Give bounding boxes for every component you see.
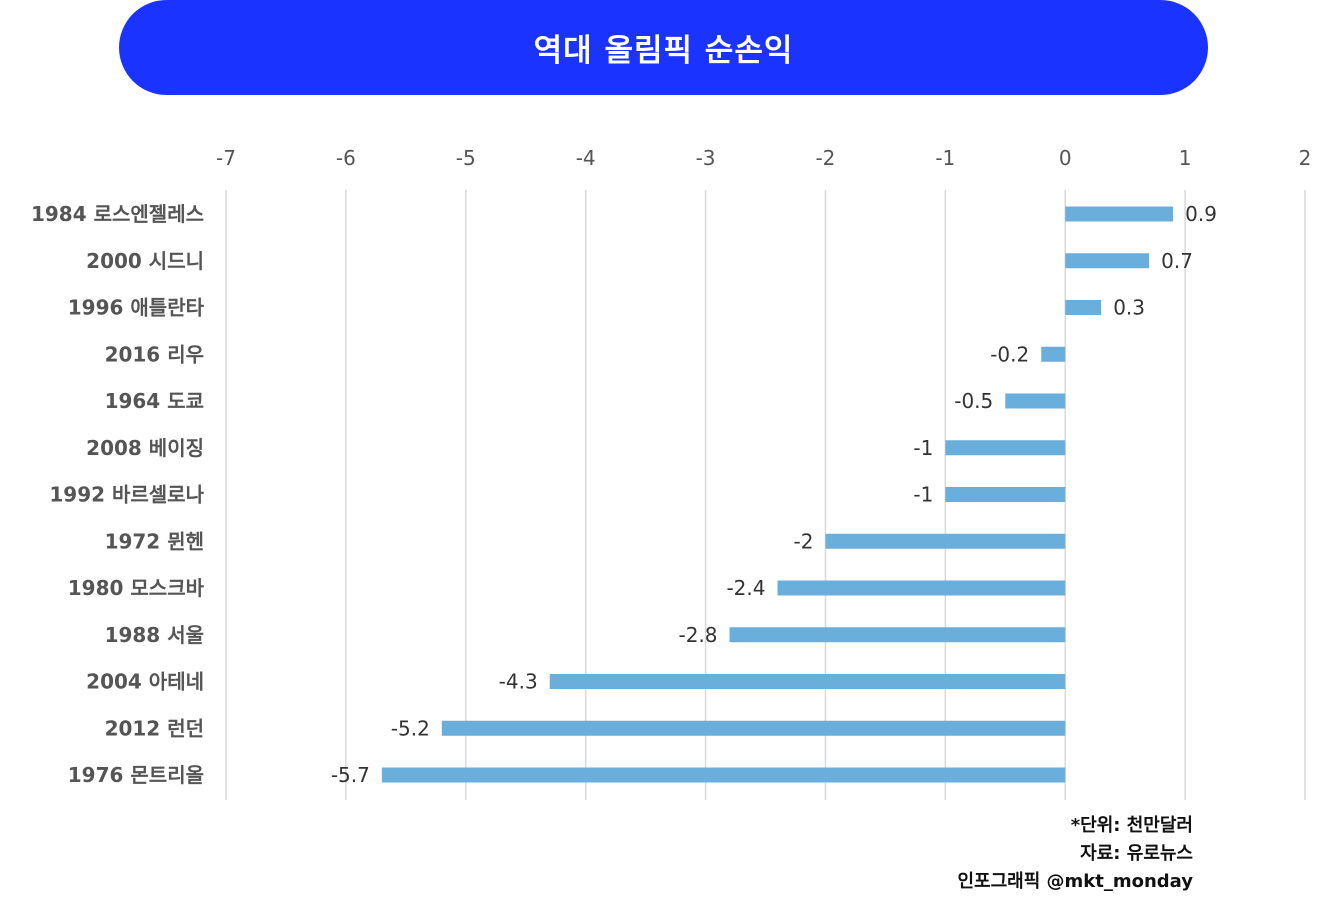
data-label: -1 <box>913 436 933 460</box>
data-label: 0.9 <box>1185 202 1217 226</box>
data-label: -5.7 <box>331 763 370 787</box>
x-tick-label: -5 <box>456 146 476 170</box>
bar <box>777 580 1066 596</box>
x-tick-label: 0 <box>1059 146 1072 170</box>
x-tick-label: -7 <box>216 146 236 170</box>
bar <box>825 533 1066 549</box>
category-label: 1980 모스크바 <box>68 576 205 600</box>
data-label: -0.5 <box>954 389 993 413</box>
category-label: 1976 몬트리올 <box>68 763 204 787</box>
data-label: -2 <box>793 529 813 553</box>
x-tick-label: -2 <box>815 146 835 170</box>
bar <box>549 674 1066 689</box>
category-label: 1972 뮌헨 <box>105 529 204 553</box>
x-tick-label: 2 <box>1299 146 1312 170</box>
bar <box>945 440 1066 456</box>
data-label: 0.7 <box>1161 249 1193 273</box>
unit-note: *단위: 천만달러 <box>1070 815 1193 836</box>
bar <box>1005 393 1066 409</box>
bar <box>1065 300 1102 315</box>
category-label: 1984 로스엔젤레스 <box>31 202 204 226</box>
category-label: 2008 베이징 <box>86 436 204 460</box>
x-tick-label: 1 <box>1179 146 1192 170</box>
title-banner: 역대 올림픽 순손익 <box>119 0 1208 95</box>
category-label: 1964 도쿄 <box>105 389 204 413</box>
x-tick-label: -1 <box>935 146 955 170</box>
category-label: 1988 서울 <box>105 623 204 647</box>
source-note: 자료: 유로뉴스 <box>1080 843 1193 864</box>
bar <box>1041 346 1066 362</box>
bar <box>381 767 1066 783</box>
bar <box>1065 253 1150 269</box>
data-label: -4.3 <box>499 670 538 694</box>
data-label: -2.8 <box>679 623 718 647</box>
data-label: -1 <box>913 483 933 507</box>
bar <box>441 720 1066 736</box>
category-label: 2000 시드니 <box>86 249 204 273</box>
x-tick-label: -6 <box>336 146 356 170</box>
x-tick-label: -4 <box>576 146 596 170</box>
data-label: 0.3 <box>1113 296 1145 320</box>
data-label: -0.2 <box>990 342 1029 366</box>
bar <box>945 487 1066 502</box>
category-label: 2016 리우 <box>105 342 204 366</box>
bar <box>1065 206 1174 222</box>
chart-title: 역대 올림픽 순손익 <box>533 33 794 69</box>
data-label: -5.2 <box>391 716 430 740</box>
credit-note: 인포그래픽 @mkt_monday <box>957 871 1193 892</box>
category-label: 2004 아테네 <box>86 670 204 694</box>
footnotes: *단위: 천만달러 자료: 유로뉴스 인포그래픽 @mkt_monday <box>957 812 1193 896</box>
category-label: 1992 바르셀로나 <box>49 483 204 507</box>
x-tick-label: -3 <box>696 146 716 170</box>
bar <box>729 627 1066 643</box>
data-label: -2.4 <box>726 576 765 600</box>
category-label: 2012 런던 <box>105 716 204 740</box>
category-label: 1996 애틀란타 <box>68 296 205 320</box>
